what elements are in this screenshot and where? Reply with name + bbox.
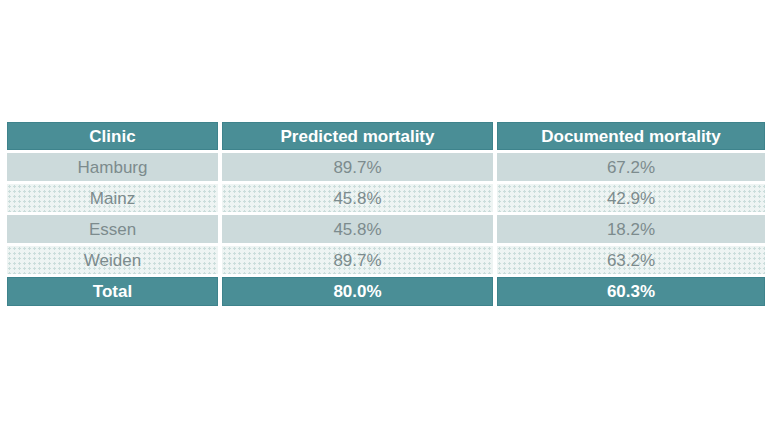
documented-mortality-cell: 63.2%	[497, 246, 765, 274]
predicted-mortality-cell: 45.8%	[222, 215, 493, 243]
header-cell-predicted-mortality: Predicted mortality	[222, 122, 493, 150]
predicted-mortality-cell: 89.7%	[222, 246, 493, 274]
slide-canvas: Clinic Predicted mortality Documented mo…	[0, 0, 768, 432]
documented-mortality-cell: 42.9%	[497, 184, 765, 212]
total-documented-mortality-cell: 60.3%	[497, 277, 765, 306]
header-cell-clinic: Clinic	[7, 122, 218, 150]
predicted-mortality-cell: 89.7%	[222, 153, 493, 181]
clinic-name-cell: Mainz	[7, 184, 218, 212]
documented-mortality-cell: 18.2%	[497, 215, 765, 243]
total-predicted-mortality-cell: 80.0%	[222, 277, 493, 306]
header-cell-documented-mortality: Documented mortality	[497, 122, 765, 150]
clinic-name-cell: Weiden	[7, 246, 218, 274]
clinic-name-cell: Hamburg	[7, 153, 218, 181]
total-label-cell: Total	[7, 277, 218, 306]
documented-mortality-cell: 67.2%	[497, 153, 765, 181]
clinic-name-cell: Essen	[7, 215, 218, 243]
mortality-table: Clinic Predicted mortality Documented mo…	[7, 122, 765, 306]
predicted-mortality-cell: 45.8%	[222, 184, 493, 212]
